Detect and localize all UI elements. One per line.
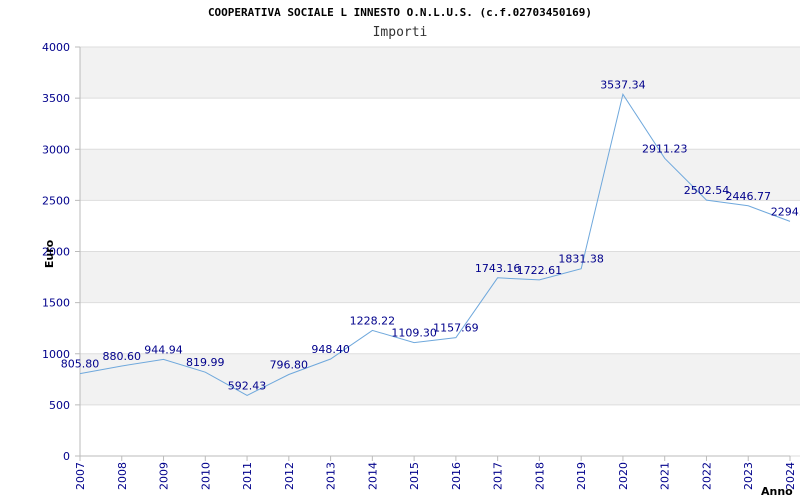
data-label: 3537.34: [600, 78, 646, 91]
data-label: 796.80: [270, 359, 309, 372]
x-tick-label: 2009: [158, 462, 171, 490]
data-label: 819.99: [186, 356, 225, 369]
y-tick-label: 1500: [42, 297, 70, 310]
grid-band: [80, 149, 800, 201]
x-tick-label: 2011: [241, 462, 254, 490]
data-label: 2911.23: [642, 142, 688, 155]
grid-band: [80, 251, 800, 303]
x-tick-label: 2024: [784, 462, 797, 490]
grid-band: [80, 47, 800, 99]
x-tick-labels: 2007 2008 2009 2010 2011 2012 2013 2014 2015 2016…: [74, 456, 797, 490]
data-label: 1157.69: [433, 322, 479, 335]
x-tick-label: 2023: [742, 462, 755, 490]
x-tick-label: 2007: [74, 462, 87, 490]
series-line: [79, 93, 791, 396]
chart-title: COOPERATIVA SOCIALE L INNESTO O.N.L.U.S.…: [207, 6, 593, 19]
x-tick-label: 2017: [492, 462, 505, 490]
data-label: 592.43: [228, 379, 267, 392]
data-label: 1722.61: [517, 264, 563, 277]
data-label: 2446.77: [725, 190, 771, 203]
data-label: 1109.30: [391, 327, 437, 340]
data-label: 1743.16: [475, 262, 521, 275]
x-tick-label: 2008: [116, 462, 129, 490]
chart-subtitle: Importi: [372, 25, 428, 40]
x-axis-label: Anno: [761, 485, 793, 498]
y-tick-labels: 0 500 1000 1500 2000 2500 3000 3500 4000: [42, 41, 80, 463]
data-label: 1228.22: [350, 314, 396, 327]
x-tick-label: 2013: [325, 462, 338, 490]
x-tick-label: 2016: [450, 462, 463, 490]
x-tick-label: 2012: [283, 462, 296, 490]
data-label: 1831.38: [558, 253, 604, 266]
y-tick-label: 3000: [42, 143, 70, 156]
x-tick-label: 2021: [659, 462, 672, 490]
data-label: 880.60: [103, 350, 142, 363]
data-label: 2502.54: [684, 184, 730, 197]
y-tick-label: 2000: [42, 246, 70, 259]
data-label: 2294.4: [771, 205, 800, 218]
y-tick-label: 4000: [42, 41, 70, 54]
x-tick-label: 2019: [575, 462, 588, 490]
x-tick-label: 2015: [408, 462, 421, 490]
data-label: 948.40: [311, 343, 350, 356]
data-label: 805.80: [61, 358, 100, 371]
grid-band: [80, 353, 800, 405]
grid-bands: [80, 47, 800, 405]
x-tick-label: 2022: [700, 462, 713, 490]
x-tick-label: 2014: [366, 462, 379, 490]
y-tick-label: 1000: [42, 348, 70, 361]
x-tick-label: 2010: [199, 462, 212, 490]
data-label: 944.94: [144, 343, 183, 356]
y-tick-label: 500: [49, 399, 70, 412]
x-tick-label: 2018: [533, 462, 546, 490]
data-labels: 805.80880.60944.94819.99592.43796.80948.…: [61, 78, 800, 392]
y-axis-label: Euro: [43, 239, 56, 268]
y-tick-label: 3500: [42, 92, 70, 105]
x-tick-label: 2020: [617, 462, 630, 490]
y-tick-label: 2500: [42, 194, 70, 207]
y-tick-label: 0: [63, 450, 70, 463]
